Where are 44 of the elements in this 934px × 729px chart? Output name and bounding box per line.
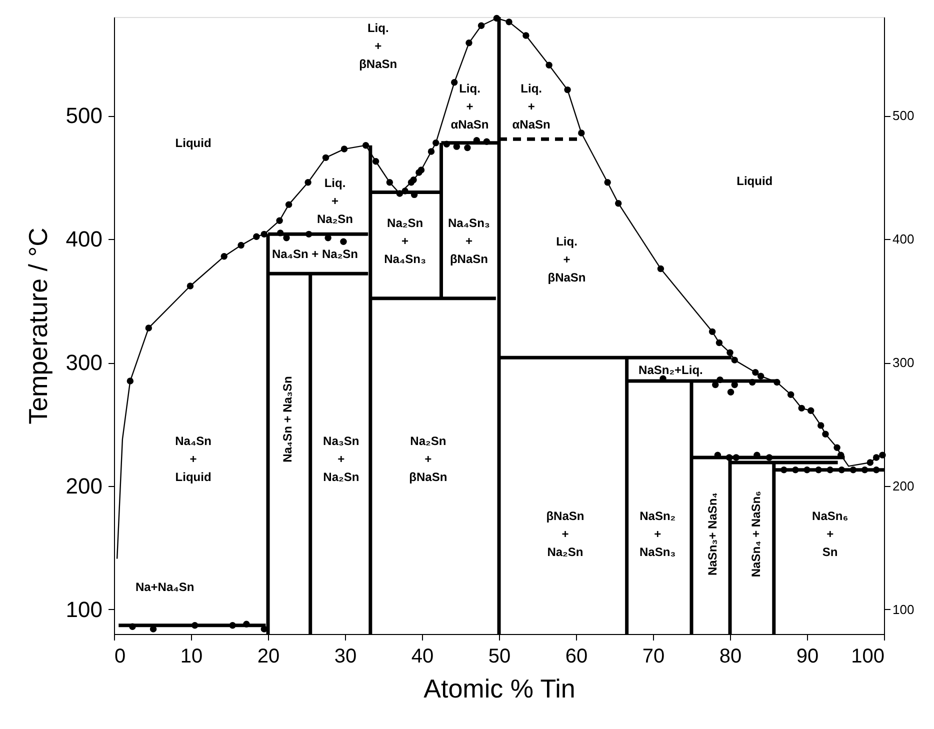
annotation: Liquid (175, 136, 212, 150)
x-tick-label: 70 (642, 646, 665, 668)
x-tick-label: 20 (257, 646, 280, 668)
annotation: Na₄Sn + Na₂Sn (272, 246, 358, 261)
y-tick-label: 400 (66, 226, 102, 252)
x-tick-label: 40 (411, 646, 434, 668)
y2-tick-label: 100 (892, 602, 914, 617)
y-tick-label: 100 (66, 596, 102, 622)
y2-tick-label: 400 (892, 232, 914, 247)
y-tick-label: 200 (66, 473, 102, 498)
annotation: Na₄Sn + Na₃Sn (280, 376, 294, 462)
annotation: βNaSn + Na₂Sn (546, 509, 584, 560)
annotation: Na₄Sn₃ + βNaSn (448, 216, 490, 266)
annotation: NaSn₄ + NaSn₆ (749, 490, 764, 578)
x-tick-label: 50 (488, 646, 511, 668)
annotation: NaSn₂+Liq. (638, 362, 703, 377)
annotation: Liq. + αNaSn (450, 82, 489, 132)
y2-tick-label: 200 (892, 478, 914, 494)
y-tick-label: 300 (66, 350, 102, 376)
x-tick-label: 90 (796, 646, 819, 668)
x-tick-label: 80 (719, 646, 742, 668)
x-tick-label: 10 (180, 646, 203, 668)
x-tick-label: 100 (851, 646, 884, 668)
y-axis-title: Temperature / °C (22, 228, 53, 424)
annotation: Na+Na₄Sn (135, 580, 194, 594)
x-tick-label: 60 (565, 646, 588, 668)
annotation: Liq. + Na₂Sn (316, 176, 353, 226)
y2-tick-label: 300 (892, 355, 914, 370)
annotation: Na₃Sn + Na₂Sn (323, 434, 360, 484)
annotation: Na₄Sn + Liquid (175, 434, 212, 484)
annotation: Liq. + βNaSn (359, 21, 398, 72)
annotation: Na₂Sn + Na₄Sn₃ (384, 216, 426, 266)
annotation: Liq. + βNaSn (548, 234, 586, 285)
annotation: Liq. + αNaSn (512, 82, 550, 132)
annotation: Na₂Sn + βNaSn (409, 434, 448, 484)
annotation: NaSn₂ + NaSn₃ (640, 509, 676, 560)
y-tick-label: 500 (66, 103, 102, 128)
x-axis-title: Atomic % Tin (424, 674, 576, 704)
annotation: NaSn₃+ NaSn₄ (705, 492, 720, 576)
annotation: Liquid (736, 174, 773, 188)
x-tick-label: 30 (334, 646, 357, 668)
annotation: NaSn₆ + Sn (812, 509, 848, 560)
y2-tick-label: 500 (892, 108, 914, 124)
x-tick-label: 0 (114, 646, 126, 668)
